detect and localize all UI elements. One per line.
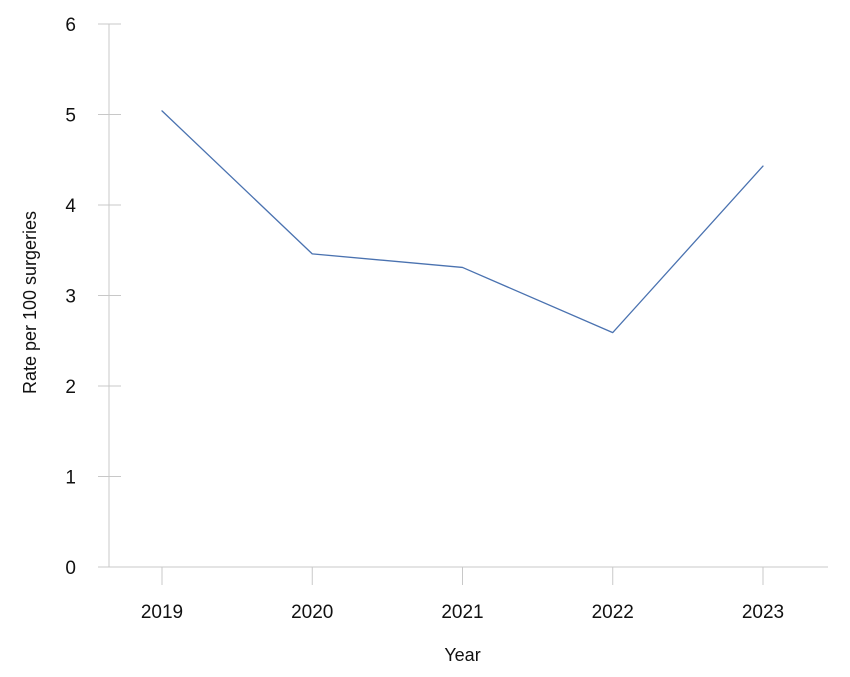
x-tick-label: 2023 xyxy=(742,602,784,623)
data-point-2019 xyxy=(160,108,165,113)
x-tick-label: 2020 xyxy=(291,602,333,623)
series-line xyxy=(161,110,764,334)
x-tick-label: 2022 xyxy=(592,602,634,623)
data-point-2022 xyxy=(610,330,615,335)
x-axis-label: Year xyxy=(444,645,480,665)
data-point-2023 xyxy=(761,164,766,169)
y-tick-label: 4 xyxy=(65,196,76,217)
y-tick-label: 2 xyxy=(65,377,76,398)
y-axis-label: Rate per 100 surgeries xyxy=(20,211,40,394)
data-point-2021 xyxy=(460,265,465,270)
y-tick-label: 1 xyxy=(65,468,76,489)
series-group xyxy=(160,108,766,335)
data-point-2020 xyxy=(310,251,315,256)
x-tick-label: 2019 xyxy=(141,602,183,623)
y-tick-label: 3 xyxy=(65,287,76,308)
y-tick-label: 0 xyxy=(65,558,76,579)
x-axis-ticks: 2019 2020 2021 2022 2023 xyxy=(141,567,784,623)
x-tick-label: 2021 xyxy=(441,602,483,623)
axes xyxy=(98,24,828,568)
y-axis-ticks: 0 1 2 3 4 5 6 xyxy=(65,15,121,579)
y-tick-label: 6 xyxy=(65,15,76,36)
y-tick-label: 5 xyxy=(65,106,76,127)
